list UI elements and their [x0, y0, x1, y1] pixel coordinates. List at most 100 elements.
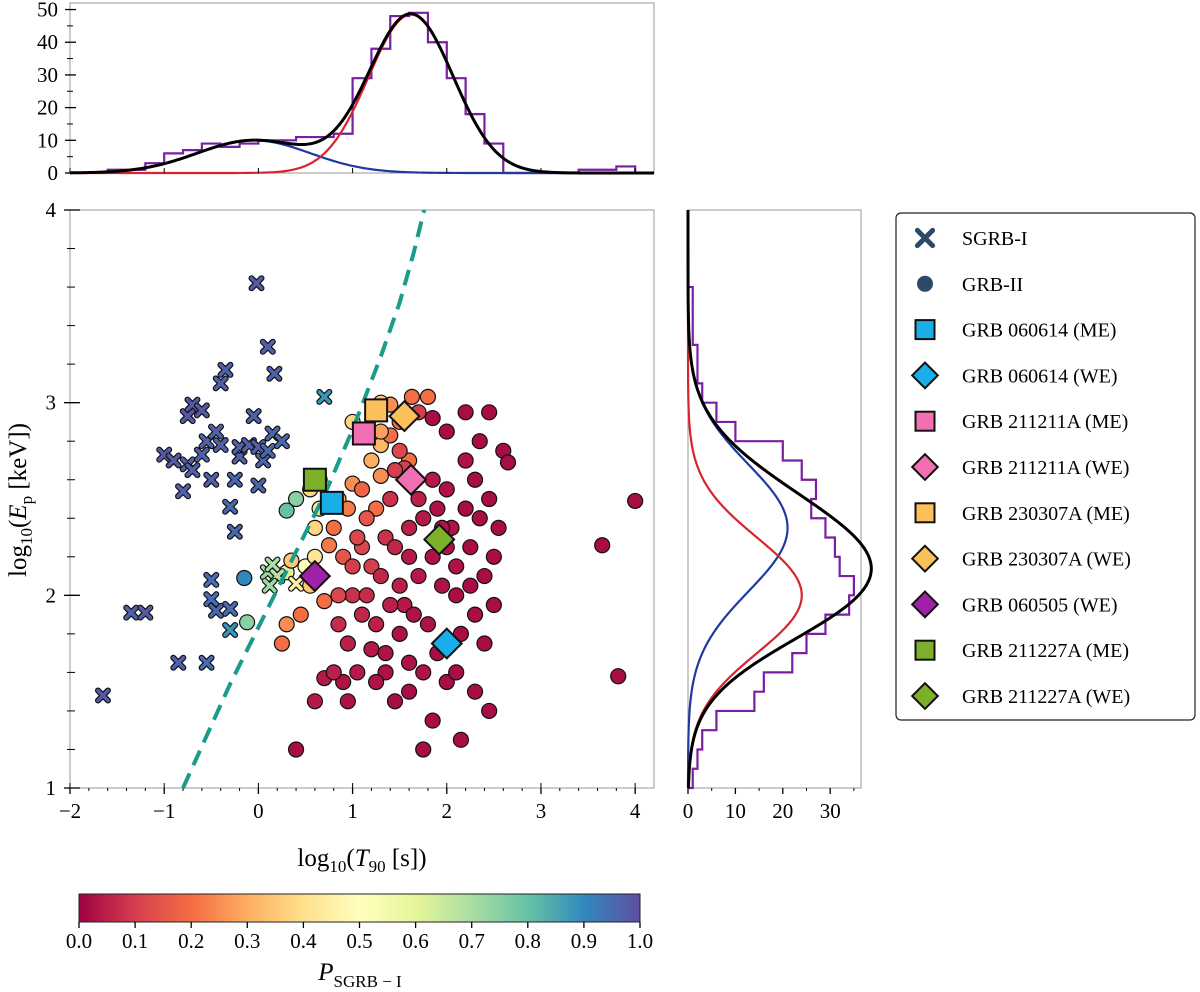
top-y-tick-label: 20 [37, 96, 58, 120]
sgrb-i-point-fill [265, 557, 280, 572]
x-tick-label: 4 [630, 799, 641, 823]
grb-ii-point [485, 596, 502, 614]
main-scatter-frame [69, 209, 655, 789]
sgrb-i-point [226, 471, 243, 488]
grb-ii-point [353, 481, 371, 498]
top-total-curve [69, 12, 654, 175]
sgrb-i-point [184, 462, 201, 479]
grb-ii-point [400, 683, 418, 700]
grb-ii-point [424, 712, 441, 729]
grb-ii-point [419, 616, 437, 633]
sgrb-i-point-fill [228, 524, 242, 539]
grb-ii-point [238, 614, 256, 631]
sgrb-i-point [94, 687, 111, 704]
legend-item: GRB 060505 (WE) [910, 590, 1118, 619]
sgrb-i-point-fill [261, 339, 275, 354]
grb-ii-point [438, 481, 455, 498]
legend-item: SGRB-I [914, 227, 1028, 250]
sgrb-i-point [222, 600, 239, 617]
sgrb-i-point [123, 604, 140, 621]
right-histogram-x-ticks: 0 10 20 30 [683, 788, 855, 823]
grb-ii-point [335, 548, 352, 565]
x-tick-label: −2 [59, 799, 81, 823]
sgrb-i-point [222, 498, 239, 515]
legend-label: GRB 211211A (WE) [962, 457, 1129, 479]
grb-ii-point [466, 606, 484, 623]
grb-ii-point [349, 664, 366, 681]
colorbar-tick-label: 0.3 [234, 929, 260, 953]
sgrb-i-point-fill [246, 409, 261, 423]
sgrb-i-point-fill [251, 478, 266, 493]
grb-ii-point [457, 500, 474, 517]
main-y-ticks: 1 2 3 4 [46, 198, 80, 800]
sgrb-i-point-fill [275, 434, 289, 448]
grb-ii-point [415, 664, 432, 681]
legend-label: GRB 211227A (WE) [962, 686, 1130, 708]
sgrb-i-point-fill [256, 453, 270, 468]
sgrb-i-point-fill [218, 363, 233, 377]
grb-ii-point [368, 500, 385, 517]
right-total-curve [686, 210, 873, 789]
grb-ii-point [377, 529, 394, 546]
sgrb-i-point-fill [261, 444, 275, 458]
sgrb-i-point [193, 446, 210, 463]
sgrb-i-point [259, 338, 276, 355]
grb-ii-point [391, 442, 408, 459]
grb-ii-point [316, 593, 333, 610]
x-axis-label: log10(T90 [s]) [297, 845, 426, 876]
highlight-diamond-marker [422, 523, 456, 556]
colorbar-tick-label: 0.9 [571, 929, 597, 953]
grb-ii-point [471, 433, 488, 450]
sgrb-i-point [316, 388, 333, 405]
sgrb-i-point [208, 602, 224, 619]
sgrb-i-point [208, 423, 224, 440]
sgrb-i-point-fill [204, 573, 219, 587]
grb-ii-point [330, 587, 347, 604]
legend-item: GRB 211227A (WE) [910, 681, 1130, 711]
highlight-diamond-marker [298, 559, 332, 593]
legend-label: GRB-II [962, 274, 1023, 296]
colorbar-title: PSGRB − I [317, 959, 402, 991]
main-scatter-points [94, 275, 644, 758]
grb-ii-point [386, 693, 404, 710]
colorbar-tick-label: 0.4 [290, 929, 317, 953]
grb-ii-point [485, 548, 502, 565]
sgrb-i-point-fill [204, 592, 219, 606]
grb-ii-point [594, 537, 611, 554]
grb-ii-point [386, 462, 404, 479]
grb-ii-point [490, 519, 507, 537]
sgrb-i-point [193, 402, 210, 419]
legend-item: GRB 060614 (WE) [910, 361, 1118, 390]
colorbar-tick-label: 0.2 [178, 929, 204, 953]
grb-ii-point [358, 587, 375, 604]
y-tick-label: 1 [46, 776, 57, 800]
right-histogram-bars [688, 285, 855, 790]
sgrb-i-point-fill [209, 603, 223, 618]
legend-label: GRB 060614 (ME) [962, 320, 1116, 342]
sgrb-i-point [170, 654, 187, 671]
grb-ii-point [278, 502, 295, 519]
highlight-diamond-marker [394, 463, 428, 496]
top-sgrb-i-curve [69, 139, 654, 175]
sgrb-i-point [137, 604, 154, 621]
sgrb-i-point [203, 471, 220, 488]
grb-ii-point [363, 452, 380, 469]
legend-marker-square [914, 502, 936, 524]
legend-item: GRB 230307A (ME) [914, 502, 1130, 525]
grb-ii-point [386, 539, 404, 556]
colorbar-tick-label: 0.0 [66, 929, 92, 953]
legend-frame [895, 212, 1196, 721]
legend-item: GRB-II [917, 274, 1023, 296]
highlighted-grb-markers [298, 398, 464, 660]
grb-ii-point [306, 693, 324, 710]
sgrb-i-point-fill [317, 390, 332, 404]
legend-marker-x [914, 227, 936, 249]
grb-ii-point [344, 558, 361, 575]
grb-ii-point [368, 616, 385, 633]
legend-label: SGRB-I [962, 228, 1028, 250]
grb-ii-point [391, 577, 408, 594]
grb-ii-point [466, 683, 484, 700]
right-x-tick-label: 0 [683, 799, 694, 823]
sgrb-i-point [212, 375, 229, 392]
